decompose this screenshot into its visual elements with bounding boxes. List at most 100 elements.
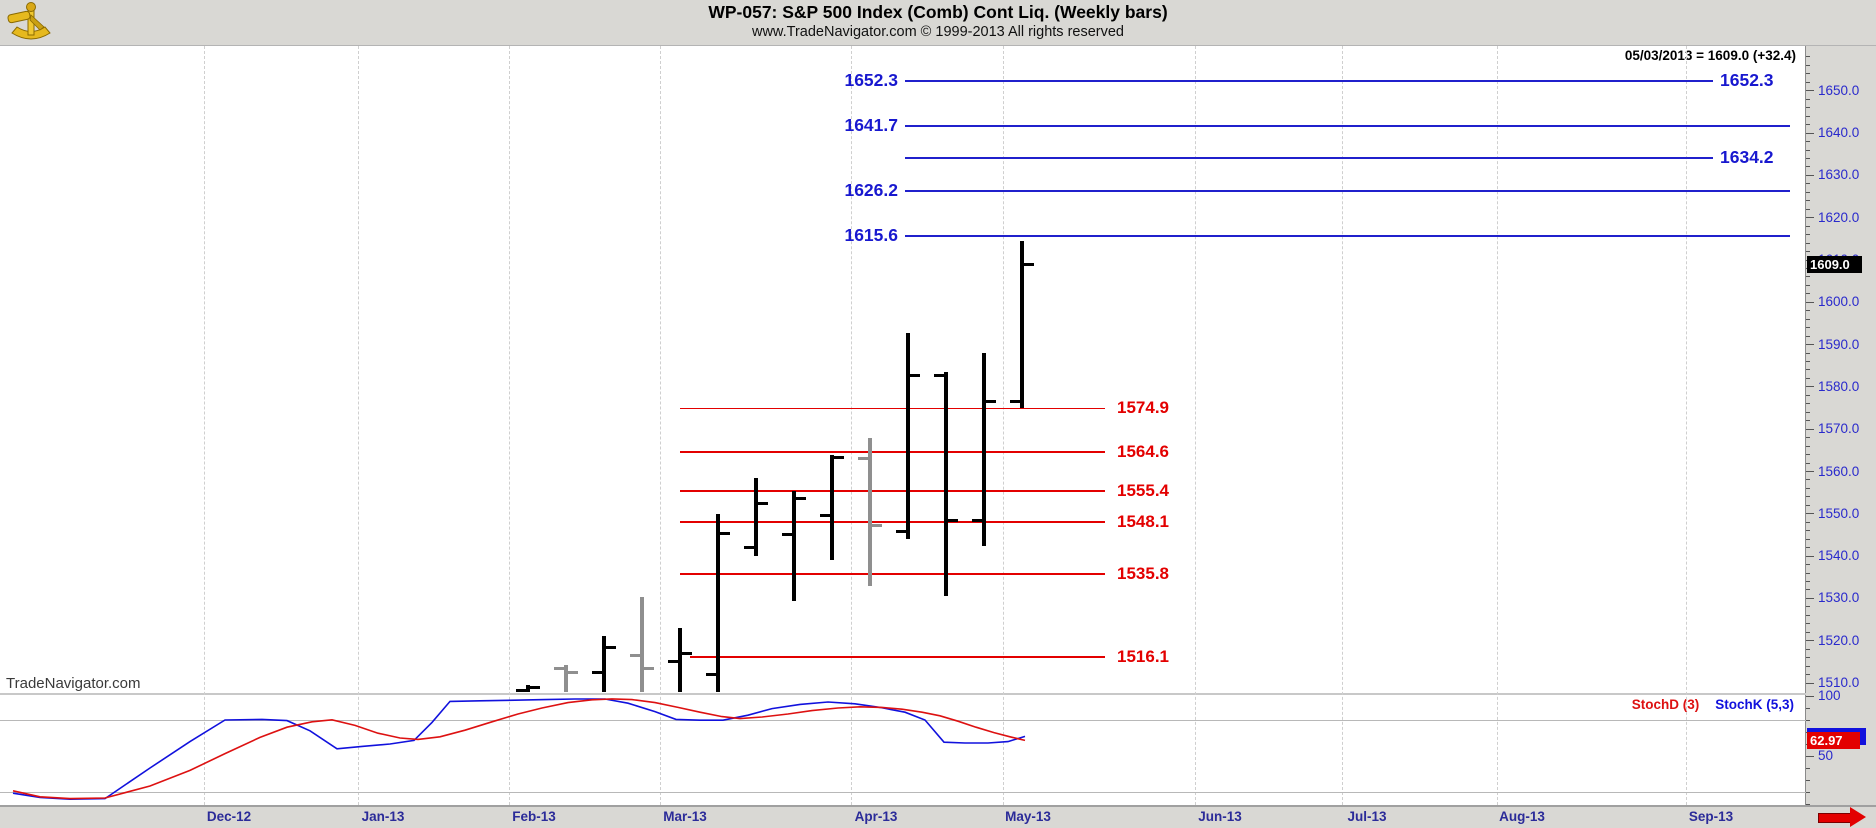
price-axis-tick — [1806, 64, 1810, 66]
price-axis-tick — [1806, 394, 1810, 396]
price-bar — [944, 372, 948, 597]
price-bar-open-tick — [630, 653, 641, 657]
price-bar — [602, 636, 606, 692]
price-axis-tick — [1806, 301, 1814, 303]
price-axis-tick — [1806, 437, 1810, 439]
price-bar-close-tick — [833, 456, 844, 460]
price-axis-tick — [1806, 640, 1814, 642]
price-axis-tick — [1806, 344, 1814, 346]
price-axis-label: 1650.0 — [1818, 82, 1860, 98]
price-bar — [982, 353, 986, 546]
price-axis-tick — [1806, 73, 1810, 75]
price-axis-tick — [1806, 386, 1814, 388]
price-axis-tick — [1806, 454, 1810, 456]
price-axis-tick — [1806, 141, 1810, 143]
resistance-level-line — [905, 235, 1790, 238]
stoch-curve — [12, 698, 1026, 800]
price-bar-open-tick — [516, 688, 527, 692]
support-level-label: 1574.9 — [1117, 398, 1169, 418]
price-axis-tick — [1806, 327, 1810, 329]
price-axis-tick — [1806, 318, 1810, 320]
price-bar — [868, 437, 872, 586]
price-bar-close-tick — [529, 685, 540, 689]
support-level-line — [690, 656, 1105, 658]
price-axis-tick — [1806, 572, 1810, 574]
month-gridline — [509, 46, 510, 805]
price-axis-tick — [1806, 428, 1814, 430]
month-gridline — [204, 46, 205, 805]
trade-navigator-logo-icon — [4, 1, 58, 45]
month-gridline — [358, 46, 359, 805]
stoch-axis-tick — [1806, 755, 1814, 757]
price-axis-label: 1530.0 — [1818, 590, 1860, 606]
price-bar — [678, 628, 682, 692]
price-axis-label: 1640.0 — [1818, 125, 1860, 141]
price-bar — [640, 596, 644, 692]
price-bar — [1020, 240, 1024, 409]
month-gridline — [1497, 46, 1498, 805]
price-axis-tick — [1806, 657, 1810, 659]
scroll-right-arrow[interactable] — [1818, 807, 1872, 827]
bottom-axis-band — [0, 806, 1876, 828]
price-axis-tick — [1806, 200, 1810, 202]
price-axis-tick — [1806, 98, 1810, 100]
price-axis-tick — [1806, 115, 1810, 117]
month-axis-label: Jul-13 — [1347, 809, 1387, 824]
price-axis-tick — [1806, 217, 1814, 219]
price-axis-tick — [1806, 597, 1814, 599]
price-axis-tick — [1806, 614, 1810, 616]
price-bar — [754, 477, 758, 557]
month-gridline — [851, 46, 852, 805]
price-axis-label: 1560.0 — [1818, 463, 1860, 479]
panel-divider — [0, 693, 1806, 695]
price-bar-close-tick — [871, 523, 882, 527]
price-axis-tick — [1806, 335, 1810, 337]
price-axis-tick — [1806, 665, 1810, 667]
month-axis-label: Mar-13 — [663, 809, 707, 824]
price-bar-close-tick — [681, 651, 692, 655]
month-axis-label: Dec-12 — [206, 809, 252, 824]
price-axis-tick — [1806, 589, 1810, 591]
price-bar — [830, 454, 834, 561]
price-axis-label: 1580.0 — [1818, 378, 1860, 394]
price-axis-tick — [1806, 124, 1810, 126]
title-band — [0, 0, 1876, 46]
stoch-d-legend-label: StochD (3) — [1631, 697, 1700, 712]
month-axis-label: Jan-13 — [361, 809, 405, 824]
resistance-level-label-right: 1652.3 — [1720, 70, 1774, 91]
price-axis-label: 1570.0 — [1818, 421, 1860, 437]
price-bar-close-tick — [947, 519, 958, 523]
resistance-level-label-right: 1634.2 — [1720, 146, 1774, 167]
resistance-level-label-left: 1615.6 — [844, 225, 898, 246]
support-level-label: 1516.1 — [1117, 647, 1169, 667]
stoch-axis-tick — [1806, 707, 1810, 709]
price-axis-tick — [1806, 479, 1810, 481]
price-bar-open-tick — [554, 667, 565, 671]
price-bar — [564, 665, 568, 692]
price-axis-label: 1550.0 — [1818, 505, 1860, 521]
price-bar-close-tick — [567, 670, 578, 674]
price-axis-tick — [1806, 471, 1814, 472]
month-axis-label: Feb-13 — [512, 809, 556, 824]
resistance-level-line — [905, 124, 1790, 127]
resistance-level-line — [905, 80, 1713, 83]
price-axis-tick — [1806, 674, 1810, 676]
month-gridline — [1195, 46, 1196, 805]
stoch-gridline — [0, 719, 1806, 721]
price-bar-open-tick — [706, 673, 717, 677]
price-axis-tick — [1806, 462, 1810, 464]
stoch-axis-tick — [1806, 803, 1810, 805]
price-axis-tick — [1806, 191, 1810, 193]
stoch-k-legend-label: StochK (5,3) — [1715, 697, 1794, 712]
scroll-right-arrow-shaft — [1818, 813, 1852, 823]
stoch-axis-tick — [1806, 779, 1810, 781]
stoch-axis-tick — [1806, 767, 1810, 769]
price-bar-close-tick — [605, 646, 616, 650]
price-bar-close-tick — [719, 532, 730, 536]
support-level-label: 1564.6 — [1117, 442, 1169, 462]
stoch-d-value-badge: 62.97 — [1807, 732, 1860, 749]
price-bar-open-tick — [782, 533, 793, 537]
month-axis-label: Jun-13 — [1198, 809, 1242, 824]
price-bar — [792, 490, 796, 601]
